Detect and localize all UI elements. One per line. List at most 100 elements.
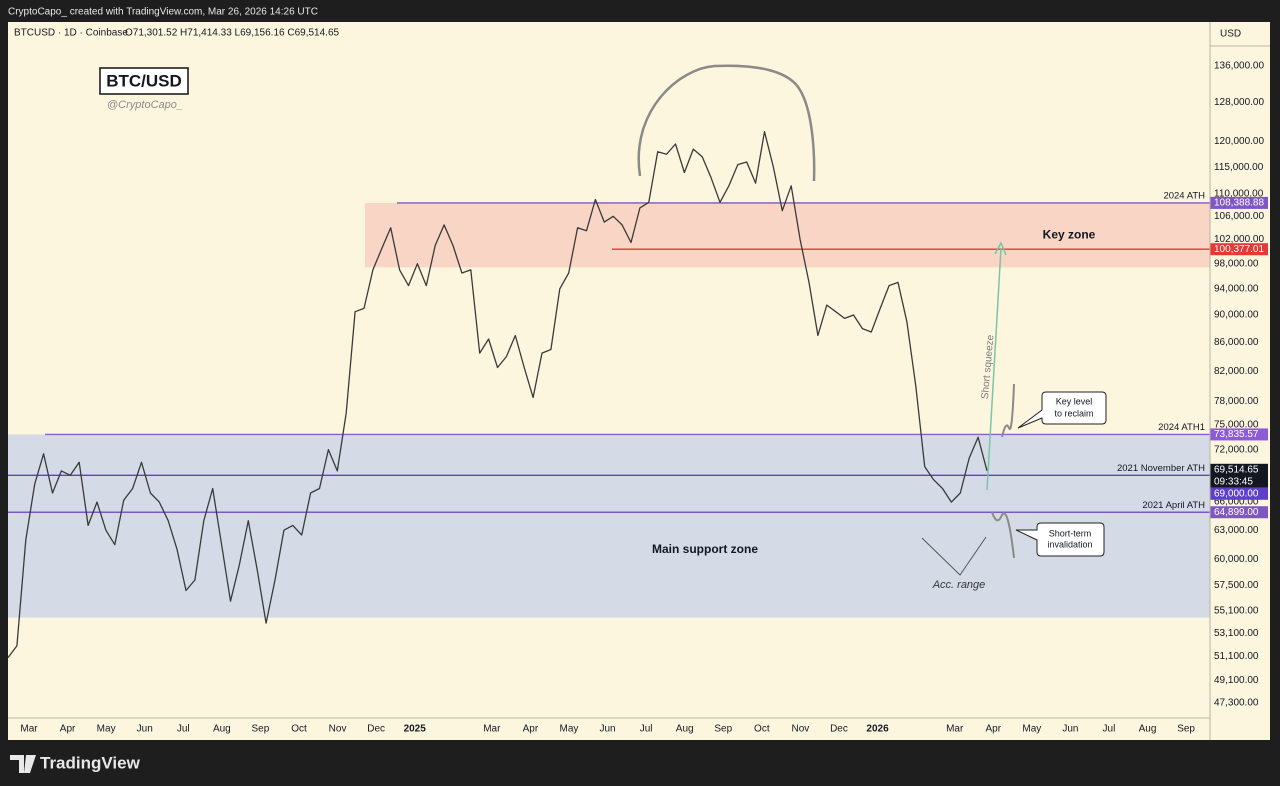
- y-tick-label: 90,000.00: [1214, 310, 1259, 321]
- callout-text: Key level: [1056, 396, 1093, 406]
- x-tick-label: May: [97, 724, 116, 735]
- x-tick-label: Nov: [329, 724, 347, 735]
- countdown: 09:33:45: [1214, 476, 1253, 487]
- x-tick-label: Sep: [714, 724, 732, 735]
- currency: USD: [1220, 29, 1241, 40]
- x-tick-label: Oct: [291, 724, 307, 735]
- brand-logo: [10, 755, 36, 773]
- y-tick-label: 136,000.00: [1214, 61, 1264, 72]
- chart-title: BTC/USD: [106, 71, 182, 90]
- zone-label: Main support zone: [652, 542, 758, 556]
- acc-range-label: Acc. range: [932, 579, 986, 591]
- ohlc: O71,301.52 H71,414.33 L69,156.16 C69,514…: [125, 28, 340, 39]
- y-tick-label: 110,000.00: [1214, 189, 1264, 200]
- acc-range-bracket: [921, 536, 987, 576]
- callout-text: invalidation: [1047, 539, 1092, 549]
- price-tag-label: 64,899.00: [1214, 507, 1259, 518]
- brand: TradingView: [40, 753, 141, 772]
- level-name: 2024 ATH: [1163, 190, 1205, 201]
- x-tick-label: Aug: [213, 724, 231, 735]
- y-tick-label: 72,000.00: [1214, 444, 1259, 455]
- y-tick-label: 57,500.00: [1214, 580, 1259, 591]
- y-tick-label: 63,000.00: [1214, 525, 1259, 536]
- x-tick-label: 2026: [866, 724, 889, 735]
- x-tick-label: Mar: [20, 724, 38, 735]
- x-tick-label: Jul: [177, 724, 190, 735]
- title-box: [99, 67, 189, 95]
- price-tag: [1210, 196, 1268, 209]
- y-tick-label: 60,000.00: [1214, 554, 1259, 565]
- squiggle: [1001, 383, 1015, 438]
- x-tick-label: Dec: [830, 724, 848, 735]
- y-tick-label: 49,100.00: [1214, 675, 1259, 686]
- callout: [1015, 522, 1105, 557]
- y-tick-label: 82,000.00: [1214, 366, 1259, 377]
- y-tick-label: 51,100.00: [1214, 651, 1259, 662]
- price-tag: [1210, 243, 1268, 256]
- y-tick-label: 94,000.00: [1214, 283, 1259, 294]
- y-tick-label: 75,000.00: [1214, 420, 1259, 431]
- x-tick-label: Jul: [1103, 724, 1116, 735]
- x-tick-label: Dec: [367, 724, 385, 735]
- price-tag: [1210, 506, 1268, 519]
- callout: [1017, 391, 1107, 429]
- symbol: BTCUSD · 1D · Coinbase: [14, 28, 128, 39]
- y-tick-label: 78,000.00: [1214, 396, 1259, 407]
- price-line: [7, 130, 988, 658]
- x-tick-label: Apr: [60, 724, 76, 735]
- y-tick-label: 55,100.00: [1214, 606, 1259, 617]
- squeeze-arrow: [986, 247, 1002, 491]
- x-tick-label: Jun: [137, 724, 153, 735]
- x-tick-label: Sep: [252, 724, 270, 735]
- price-tag: [1210, 463, 1268, 488]
- arrow-head: [994, 241, 1007, 256]
- level-name: 2021 November ATH: [1117, 463, 1205, 474]
- x-tick-label: May: [1022, 724, 1041, 735]
- x-tick-label: Sep: [1177, 724, 1195, 735]
- y-tick-label: 106,000.00: [1214, 211, 1264, 222]
- x-tick-label: Mar: [946, 724, 964, 735]
- x-tick-label: Apr: [523, 724, 539, 735]
- zone: [365, 202, 1210, 268]
- y-tick-label: 86,000.00: [1214, 337, 1259, 348]
- y-tick-label: 98,000.00: [1214, 258, 1259, 269]
- y-tick-label: 66,000.00: [1214, 497, 1259, 508]
- callout-text: to reclaim: [1054, 408, 1093, 418]
- squiggle: [991, 511, 1015, 559]
- y-tick-label: 115,000.00: [1214, 162, 1264, 173]
- callout-text: Short-term: [1049, 528, 1092, 538]
- x-tick-label: Jul: [640, 724, 653, 735]
- y-tick-label: 53,100.00: [1214, 628, 1259, 639]
- y-tick-label: 102,000.00: [1214, 234, 1264, 245]
- x-tick-label: Jun: [1062, 724, 1078, 735]
- level-name: 2021 April ATH: [1142, 500, 1205, 511]
- y-tick-label: 128,000.00: [1214, 97, 1264, 108]
- x-tick-label: Nov: [792, 724, 810, 735]
- credit: CryptoCapo_ created with TradingView.com…: [8, 7, 318, 18]
- x-tick-label: Oct: [754, 724, 770, 735]
- level-name: 2024 ATH1: [1158, 422, 1205, 433]
- zone-label: Key zone: [1043, 227, 1096, 241]
- over-layer: Key zone Main support zone 2024 ATH 2024 AT…: [20, 61, 1268, 735]
- y-tick-label: 47,300.00: [1214, 698, 1259, 709]
- price-tag-label: 108,388.88: [1214, 198, 1264, 209]
- x-tick-label: Mar: [483, 724, 501, 735]
- price-tag-label: 73,835.57: [1214, 429, 1259, 440]
- x-tick-label: May: [560, 724, 579, 735]
- y-tick-label: 120,000.00: [1214, 136, 1264, 147]
- zone: [8, 434, 1210, 618]
- x-tick-label: Aug: [1139, 724, 1157, 735]
- top-arc: [637, 64, 816, 182]
- price-tag: [1210, 428, 1268, 441]
- price-tag-label: 69,000.00: [1214, 488, 1259, 499]
- chart-area: [8, 22, 1270, 740]
- price-tag-label: 100,377.01: [1214, 244, 1264, 255]
- x-tick-label: Apr: [985, 724, 1001, 735]
- last-price: 69,514.65: [1214, 464, 1259, 475]
- x-tick-label: Aug: [676, 724, 694, 735]
- chart-subtitle: @CryptoCapo_: [107, 99, 183, 111]
- x-tick-label: 2025: [404, 724, 427, 735]
- price-tag: [1210, 487, 1268, 500]
